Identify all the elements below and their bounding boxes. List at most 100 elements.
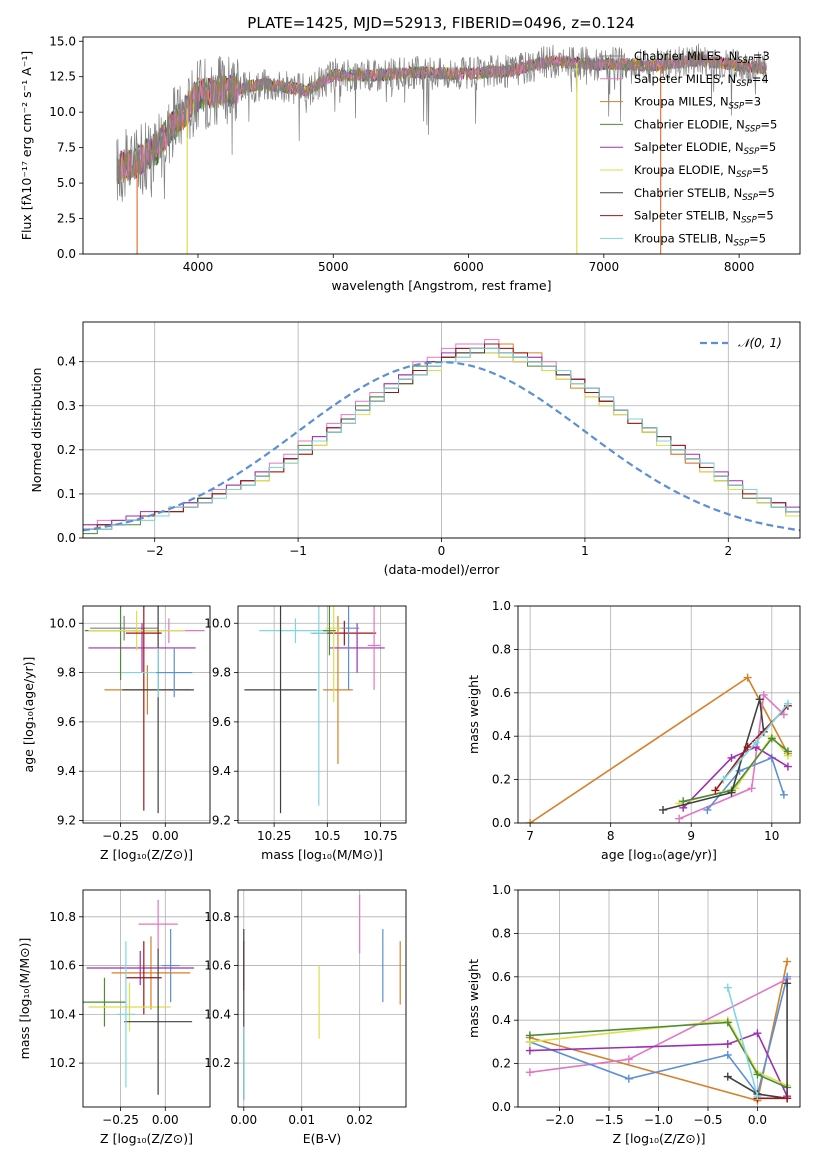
weight-vs-Z-panel: −2.0 −1.5 −1.0 −0.5 0.0 0.0 0.2 0.4 0.6 0.8 1.0 Z [… xyxy=(466,883,801,1146)
y-tick-label: 10.6 xyxy=(49,959,76,973)
x-tick-label: 10.5 xyxy=(314,829,341,843)
spectrum-panel: 4000 5000 6000 7000 8000 0.0 2.5 5.0 7.5 10.0 12.5… xyxy=(19,34,801,293)
y-axis-label: mass weight xyxy=(466,959,481,1038)
x-tick-label: 7000 xyxy=(589,260,620,274)
residuals-legend: 𝒩(0, 1) xyxy=(700,336,782,350)
series-marker xyxy=(525,1068,534,1077)
y-tick-label: 10.0 xyxy=(204,616,231,630)
series-marker xyxy=(624,1074,633,1083)
series-line xyxy=(683,737,789,803)
y-tick-label: 9.4 xyxy=(212,764,231,778)
legend-label: Salpeter MILES, NSSP=4 xyxy=(634,72,769,89)
y-tick-label: 0.1 xyxy=(57,487,76,501)
spectrum-legend: Chabrier MILES, N SSP =3 Salpeter MILES, NS… xyxy=(600,49,777,248)
series-marker xyxy=(723,1050,732,1059)
x-tick-label: 1 xyxy=(581,544,589,558)
x-axis-label: Z [log₁₀(Z/Z⊙)] xyxy=(100,1131,193,1146)
y-tick-label: 10.0 xyxy=(49,616,76,630)
series-marker xyxy=(723,1040,732,1049)
x-tick-label: 8000 xyxy=(724,260,755,274)
x-tick-label: −0.25 xyxy=(102,829,139,843)
y-tick-label: 0.0 xyxy=(57,531,76,545)
series-marker xyxy=(753,1029,762,1038)
legend-label-text: Salpeter ELODIE, N xyxy=(634,140,744,154)
series-marker xyxy=(719,775,728,784)
y-tick-label: 0.4 xyxy=(492,729,511,743)
mass-vs-EBV-panel: 0.00 0.01 0.02 10.2 10.4 10.6 10.8 E(B-V) xyxy=(204,889,407,1146)
y-tick-label: 2.5 xyxy=(57,212,76,226)
series-marker xyxy=(723,1018,732,1027)
histogram-step xyxy=(83,343,800,530)
legend-label-value: =5 xyxy=(757,209,774,223)
legend-label: 𝒩(0, 1) xyxy=(738,336,782,350)
series-line xyxy=(529,1019,788,1087)
age-vs-Z-panel: −0.25 0.00 9.2 9.4 9.6 9.8 10.0 Z [log₁₀(Z/Z⊙)]… xyxy=(21,605,211,862)
x-tick-label: 9 xyxy=(687,829,695,843)
series-marker xyxy=(779,790,788,799)
legend-label-value: =5 xyxy=(758,186,775,200)
x-tick-label: 10 xyxy=(764,829,779,843)
weight-vs-Z-series xyxy=(525,957,792,1105)
series-line xyxy=(727,983,788,1100)
y-tick-label: 12.5 xyxy=(49,70,76,84)
series-marker xyxy=(624,1055,633,1064)
x-tick-label: 6000 xyxy=(453,260,484,274)
legend-label: Kroupa ELODIE, NSSP=5 xyxy=(634,163,769,180)
mass-vs-Z-errorbars xyxy=(83,899,194,1095)
x-tick-label: −1.0 xyxy=(644,1113,673,1127)
y-tick-label: 0.0 xyxy=(492,1100,511,1114)
x-tick-label: 5000 xyxy=(318,260,349,274)
y-tick-label: 9.8 xyxy=(57,666,76,680)
y-tick-label: 7.5 xyxy=(57,141,76,155)
y-tick-label: 0.6 xyxy=(492,686,511,700)
legend-label-text: Chabrier STELIB, N xyxy=(634,186,742,200)
histogram-series xyxy=(83,339,800,535)
y-tick-label: 10.4 xyxy=(204,1007,231,1021)
y-tick-label: 10.2 xyxy=(204,1056,231,1070)
series-marker xyxy=(783,762,792,771)
legend-label: Salpeter ELODIE, NSSP=5 xyxy=(634,140,776,157)
legend-label-sub: SSP xyxy=(742,193,758,203)
mass-vs-Z-panel: −0.25 0.00 10.2 10.4 10.6 10.8 Z [log₁₀(Z/Z⊙)]… xyxy=(17,889,211,1146)
y-tick-label: 9.2 xyxy=(212,814,231,828)
y-axis-label: Normed distribution xyxy=(29,368,44,493)
y-tick-label: 0.0 xyxy=(492,816,511,830)
series-marker xyxy=(779,710,788,719)
age-vs-mass-panel: 10.25 10.5 10.75 9.2 9.4 9.6 9.8 10.0 mass [log₁… xyxy=(204,605,407,862)
y-axis-label: Flux [fλ10⁻¹⁷ erg cm⁻² s⁻¹ A⁻¹] xyxy=(19,51,34,240)
axes-frame xyxy=(82,321,801,539)
y-tick-label: 10.8 xyxy=(204,910,231,924)
legend-label-value: =3 xyxy=(753,49,770,63)
series-marker xyxy=(526,819,535,823)
series-line xyxy=(678,693,785,820)
y-tick-label: 10.4 xyxy=(49,1007,76,1021)
legend-label-sub: SSP xyxy=(741,216,757,226)
legend-label-value: =5 xyxy=(760,117,777,131)
legend-label-text: Chabrier MILES, N xyxy=(634,49,737,63)
x-tick-label: 8 xyxy=(607,829,615,843)
series-marker xyxy=(723,983,732,992)
series-marker xyxy=(783,699,792,708)
series-marker xyxy=(727,753,736,762)
series-marker xyxy=(743,673,752,682)
y-tick-label: 10.6 xyxy=(204,959,231,973)
legend-label-text: Kroupa ELODIE, N xyxy=(634,163,736,177)
legend-label-text: Chabrier ELODIE, N xyxy=(634,117,745,131)
axes-frame xyxy=(82,605,211,824)
legend-label-value: =5 xyxy=(759,140,776,154)
legend-label-text: Kroupa STELIB, N xyxy=(634,231,734,245)
series-line xyxy=(529,1021,788,1089)
y-tick-label: 0.8 xyxy=(492,642,511,656)
x-tick-label: 2 xyxy=(724,544,732,558)
y-tick-label: 10.0 xyxy=(49,105,76,119)
legend-label-value: =4 xyxy=(752,72,769,86)
axes-frame xyxy=(517,605,801,824)
y-tick-label: 0.8 xyxy=(492,926,511,940)
y-tick-label: 1.0 xyxy=(492,883,511,897)
series-marker xyxy=(747,784,756,793)
y-tick-label: 9.6 xyxy=(212,715,231,729)
series-marker xyxy=(723,1072,732,1081)
y-tick-label: 0.0 xyxy=(57,247,76,261)
axes-frame xyxy=(517,889,801,1108)
y-tick-label: 0.4 xyxy=(492,1013,511,1027)
